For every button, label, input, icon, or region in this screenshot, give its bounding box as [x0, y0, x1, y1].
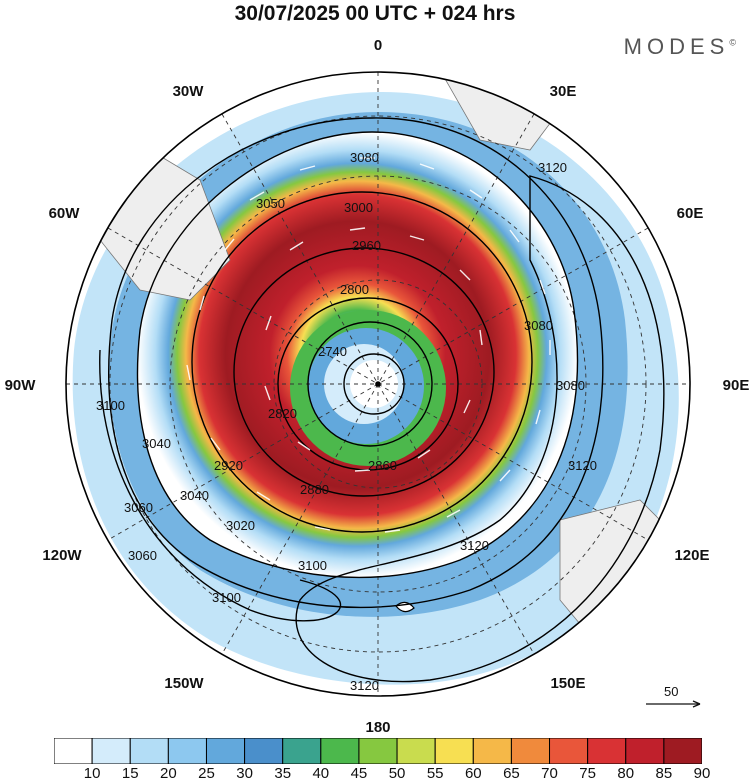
reference-vector-label: 50	[664, 684, 679, 699]
colorbar-tick-label: 75	[579, 765, 596, 782]
contour-label: 2740	[318, 344, 347, 359]
colorbar-tick-label: 65	[503, 765, 520, 782]
contour-label: 3040	[180, 488, 209, 503]
map-title: 30/07/2025 00 UTC + 024 hrs	[234, 2, 516, 25]
colorbar-swatch	[587, 738, 627, 764]
contour-label: 3080	[556, 378, 585, 393]
contour-label: 3080	[350, 150, 379, 165]
colorbar-tick-label: 50	[388, 765, 406, 782]
colorbar-tick-label: 15	[121, 765, 139, 782]
contour-label: 3100	[96, 398, 125, 413]
lon-label-120w: 120W	[42, 547, 82, 564]
colorbar-swatch	[129, 738, 169, 764]
lon-label-60e: 60E	[677, 205, 704, 222]
colorbar-swatch	[396, 738, 436, 764]
contour-label: 2960	[352, 238, 381, 253]
brand-logo: MODES©	[623, 34, 736, 59]
contour-label: 2800	[340, 282, 369, 297]
lon-label-150w: 150W	[164, 675, 204, 692]
contour-label: 3120	[350, 678, 379, 693]
contour-label: 3050	[256, 196, 285, 211]
colorbar-tick-label: 25	[198, 765, 215, 782]
contour-label: 3080	[524, 318, 553, 333]
lon-label-180: 180	[365, 719, 390, 736]
colorbar-tick-label: 80	[617, 765, 635, 782]
contour-label: 3040	[142, 436, 171, 451]
contour-label: 3100	[298, 558, 327, 573]
colorbar-swatch	[434, 738, 474, 764]
contour-label: 3060	[124, 500, 153, 515]
lon-label-60w: 60W	[49, 205, 81, 222]
colorbar-swatch	[54, 738, 93, 764]
colorbar-swatch	[358, 738, 398, 764]
colorbar-tick-label: 40	[312, 765, 330, 782]
colorbar-swatch	[510, 738, 551, 764]
contour-label: 3120	[538, 160, 567, 175]
land-australia	[559, 499, 690, 661]
reference-vector	[646, 700, 701, 708]
lon-label-90w: 90W	[5, 377, 37, 394]
colorbar-swatch	[244, 738, 284, 764]
colorbar-tick-label: 30	[236, 765, 253, 782]
colorbar	[54, 738, 702, 764]
colorbar-swatch	[167, 738, 207, 764]
colorbar-tick-label: 45	[350, 765, 368, 782]
lon-label-90e: 90E	[723, 377, 750, 394]
lon-label-0: 0	[374, 37, 382, 54]
contour-label: 3020	[226, 518, 255, 533]
geopotential-contours	[99, 117, 665, 683]
contour-label: 3120	[460, 538, 489, 553]
contour-label: 2880	[300, 482, 329, 497]
colorbar-tick-label: 85	[655, 765, 673, 782]
colorbar-swatch	[282, 738, 322, 764]
colorbar-tick-label: 20	[160, 765, 177, 782]
colorbar-tick-label: 55	[426, 765, 444, 782]
map-boundary	[65, 71, 691, 697]
colorbar-tick-label: 90	[693, 765, 711, 782]
wind-vectors	[186, 157, 551, 533]
contour-label: 3060	[128, 548, 157, 563]
colorbar-tick-label: 70	[541, 765, 558, 782]
colorbar-swatch	[320, 738, 360, 764]
colorbar-swatch	[472, 738, 512, 764]
colorbar-swatch	[91, 738, 131, 764]
contour-label: 2920	[214, 458, 243, 473]
colorbar-tick-label: 10	[83, 765, 101, 782]
contour-label: 3000	[344, 200, 373, 215]
colorbar-swatch	[205, 738, 246, 764]
contour-label: 2860	[368, 458, 397, 473]
lon-label-30e: 30E	[550, 83, 577, 100]
contour-label: 3120	[568, 458, 597, 473]
contour-label: 2820	[268, 406, 297, 421]
colorbar-swatch	[663, 738, 702, 764]
colorbar-swatch	[549, 738, 589, 764]
contour-label: 3100	[212, 590, 241, 605]
colorbar-tick-label: 60	[464, 765, 482, 782]
lon-label-30w: 30W	[173, 83, 205, 100]
colorbar-swatch	[625, 738, 665, 764]
colorbar-tick-label: 35	[274, 765, 292, 782]
lon-label-120e: 120E	[674, 547, 709, 564]
contour-label-group: 3080 3060 3050 3000 2960 2800 2740 2820 …	[96, 150, 597, 693]
lon-label-150e: 150E	[550, 675, 585, 692]
